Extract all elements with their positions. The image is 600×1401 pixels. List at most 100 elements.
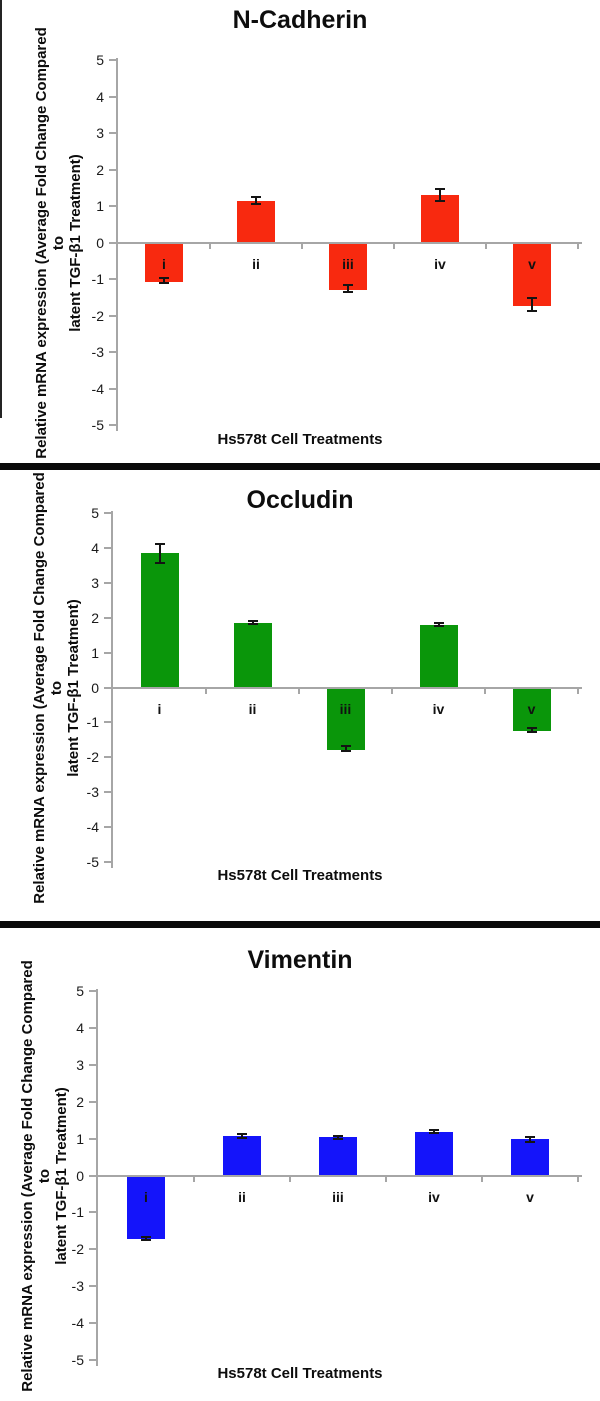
y-axis-tick [109, 132, 116, 134]
y-tick-label: -5 [71, 1352, 84, 1368]
category-label-iv: iv [434, 255, 446, 272]
error-bar-ii [247, 620, 258, 626]
y-tick-label: 0 [91, 679, 99, 696]
bar-i [127, 1176, 165, 1240]
y-tick-label: 1 [76, 1130, 84, 1147]
category-label-iv: iv [432, 700, 445, 717]
y-tick-label: -1 [91, 271, 104, 287]
category-label-v: v [526, 1188, 534, 1205]
y-tick-label: -4 [71, 1315, 84, 1332]
category-label-i: i [144, 1188, 148, 1205]
y-axis-tick [89, 1063, 96, 1066]
y-axis-tick [109, 205, 116, 207]
y-axis-tick [89, 1211, 96, 1214]
category-label-ii: ii [252, 255, 260, 272]
error-bar-i [154, 542, 165, 564]
x-axis-tick [577, 242, 579, 249]
y-tick-label: 4 [91, 539, 99, 556]
plot-area: 5 4 3 2 1 0 -1 -2 -3 -4 -5 i ii iii iv v [92, 52, 582, 433]
x-axis-tick [298, 687, 300, 694]
y-tick-label: 2 [76, 1093, 84, 1110]
bar-iii [326, 688, 365, 750]
x-axis-label: Hs578t Cell Treatments [217, 431, 383, 448]
y-axis-tick [109, 95, 116, 98]
y-tick-label: 0 [76, 1167, 84, 1184]
y-tick-label: 0 [96, 234, 104, 251]
y-tick-label: 4 [76, 1019, 84, 1036]
y-axis-label-line1: Relative mRNA expression (Average Fold C… [33, 27, 67, 459]
y-axis-tick [89, 1174, 96, 1177]
error-bar-iv [435, 188, 445, 202]
category-label-iv: iv [428, 1188, 440, 1205]
y-tick-label: 1 [91, 644, 99, 661]
y-axis-tick [89, 1026, 96, 1029]
error-bar-i [141, 1235, 151, 1241]
y-axis-tick [109, 59, 116, 61]
y-axis-tick [89, 1248, 96, 1251]
error-bar-v [525, 1135, 535, 1144]
y-axis-line [111, 511, 113, 868]
bar-iv [419, 624, 458, 688]
x-axis-line [118, 241, 582, 244]
y-tick-label: -1 [86, 714, 99, 731]
y-axis-tick [104, 686, 111, 689]
y-axis-tick [109, 387, 116, 390]
y-tick-label: -2 [86, 749, 99, 766]
x-axis-tick [485, 242, 487, 249]
chart-panel-occludin: Occludin Relative mRNA expression (Avera… [0, 470, 600, 921]
y-axis-tick [89, 1322, 96, 1325]
category-label-iii: iii [339, 700, 352, 717]
error-bar-ii [251, 195, 261, 206]
y-axis-tick [109, 278, 116, 280]
y-axis-line [96, 989, 98, 1366]
y-axis-tick [104, 546, 111, 549]
bar-iv [415, 1131, 453, 1176]
category-label-iii: iii [342, 255, 354, 272]
y-axis-tick [104, 581, 111, 584]
chart-title: N-Cadherin [232, 6, 368, 34]
y-axis-tick [89, 1100, 96, 1103]
x-axis-label: Hs578t Cell Treatments [217, 1365, 383, 1382]
x-axis-tick [209, 242, 211, 249]
left-edge-artifact [0, 0, 2, 418]
y-tick-label: -2 [91, 307, 104, 324]
bar-v [513, 243, 551, 306]
y-tick-label: -5 [86, 854, 99, 870]
y-tick-label: -3 [86, 784, 99, 801]
bar-iii [319, 1137, 357, 1176]
y-axis-tick [109, 314, 116, 317]
y-axis-tick [109, 424, 116, 426]
x-axis-tick [289, 1175, 291, 1182]
y-tick-label: 5 [96, 52, 104, 68]
bar-v [511, 1139, 549, 1176]
x-axis-tick [393, 242, 395, 249]
chart-title: Occludin [246, 486, 354, 514]
y-tick-label: -3 [91, 344, 104, 360]
x-axis-tick [385, 1175, 387, 1182]
bar-ii [233, 622, 272, 688]
y-axis-tick [89, 1137, 96, 1140]
error-bar-v [527, 297, 537, 312]
y-tick-label: 5 [91, 505, 99, 521]
y-tick-label: -4 [86, 819, 99, 836]
bar-i [140, 553, 179, 688]
x-axis-line [113, 686, 582, 689]
x-axis-tick [484, 687, 486, 694]
chart-panel-vimentin: Vimentin Relative mRNA expression (Avera… [0, 928, 600, 1401]
bar-i [145, 243, 183, 282]
x-axis-line [98, 1174, 582, 1177]
y-axis-tick [109, 351, 116, 353]
category-label-i: i [162, 255, 166, 272]
bar-iii [329, 243, 367, 290]
x-axis-tick [193, 1175, 195, 1182]
y-axis-tick [104, 826, 111, 829]
y-tick-label: 3 [96, 125, 104, 141]
bar-ii [237, 200, 275, 243]
x-axis-tick [577, 1175, 579, 1182]
error-bar-iv [433, 622, 444, 628]
y-tick-label: -1 [71, 1204, 84, 1221]
y-tick-label: 1 [96, 198, 104, 214]
y-tick-label: 5 [76, 983, 84, 999]
y-tick-label: -4 [91, 380, 104, 397]
